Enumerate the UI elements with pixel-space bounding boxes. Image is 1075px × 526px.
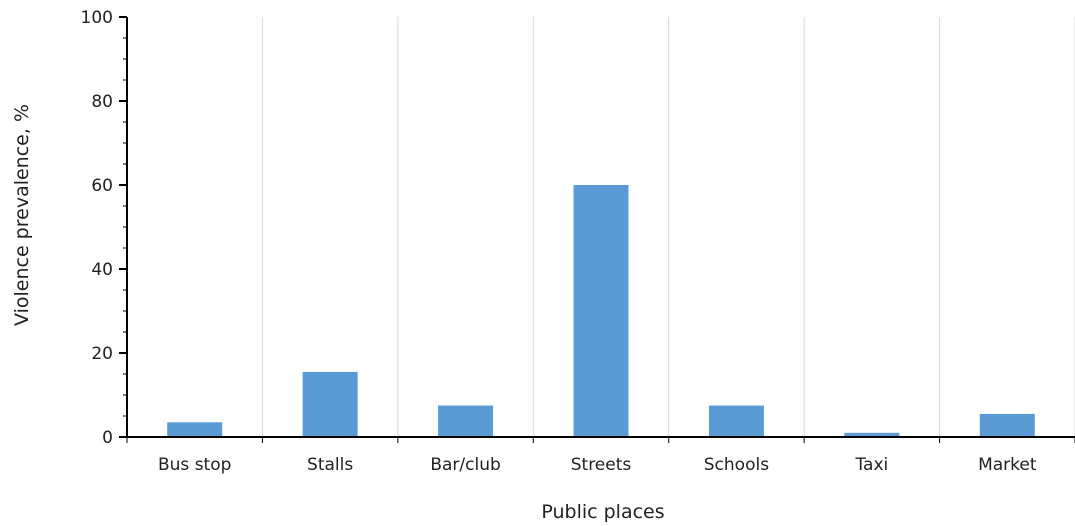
- gridlines: [261, 17, 1075, 437]
- y-axis-title: Violence prevalence, %: [11, 104, 33, 326]
- y-tick-label: 0: [102, 428, 113, 448]
- bar-market: [979, 413, 1035, 437]
- y-tick-label: 40: [91, 260, 113, 280]
- x-tick-label: Bar/club: [430, 455, 500, 475]
- x-axis-title: Public places: [541, 501, 664, 523]
- y-tick-label: 60: [91, 176, 113, 196]
- x-tick-labels: Bus stop Stalls Bar/club Streets Schools Taxi…: [126, 437, 1075, 475]
- y-tick-label: 100: [81, 8, 113, 28]
- bar-taxi: [844, 432, 900, 437]
- y-tick-label: 80: [91, 92, 113, 112]
- y-tick-label: 20: [91, 344, 113, 364]
- bar-bus-stop: [167, 422, 223, 437]
- x-tick-label: Stalls: [307, 455, 353, 475]
- x-tick-label: Taxi: [854, 455, 888, 475]
- bar-schools: [708, 405, 764, 437]
- bar-streets: [573, 185, 629, 437]
- bar-stalls: [302, 371, 358, 437]
- x-tick-label: Market: [978, 455, 1037, 475]
- bar-bar-club: [438, 405, 494, 437]
- y-ticks: 0 20 40 60 80 100: [81, 8, 127, 448]
- x-tick-label: Schools: [704, 455, 769, 475]
- x-tick-label: Streets: [571, 455, 632, 475]
- bars: [167, 185, 1035, 437]
- x-tick-label: Bus stop: [158, 455, 231, 475]
